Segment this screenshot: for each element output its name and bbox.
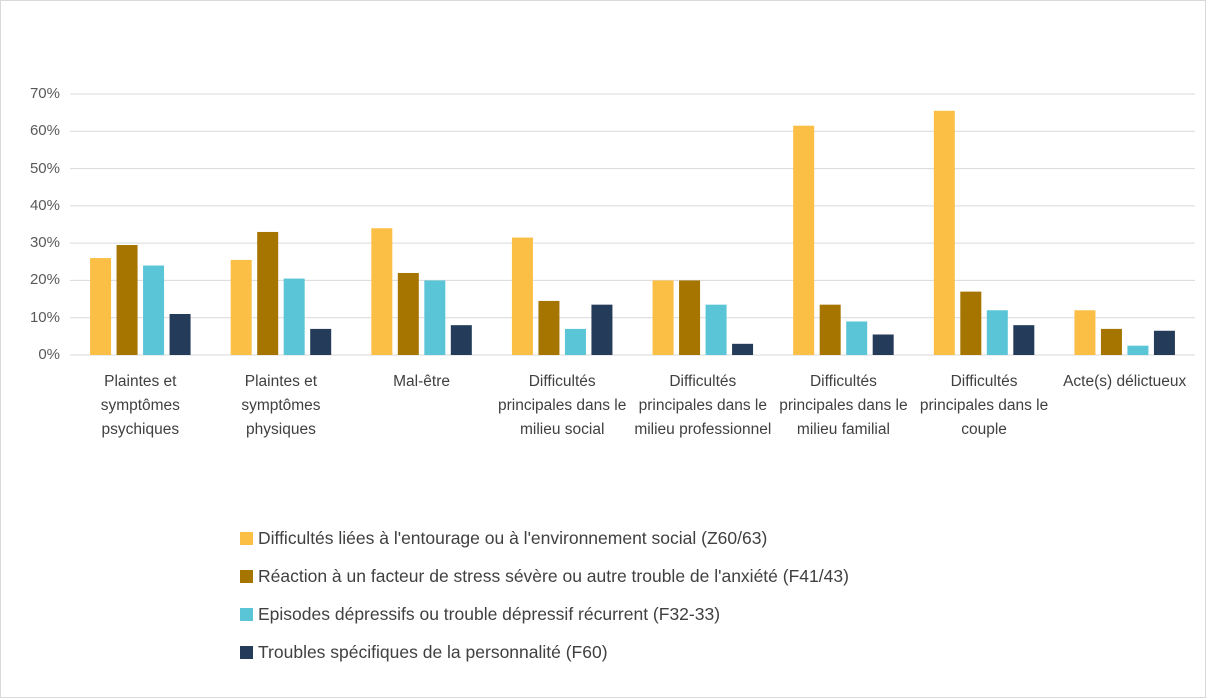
legend-item: Difficultés liées à l'entourage ou à l'e… — [240, 528, 767, 549]
bar — [116, 245, 138, 355]
bar — [960, 291, 982, 355]
legend-swatch — [240, 608, 253, 621]
bar — [933, 110, 955, 356]
bar — [732, 343, 754, 355]
bar — [397, 272, 419, 355]
bar — [424, 280, 446, 355]
y-tick-label: 30% — [29, 234, 60, 252]
y-tick-label: 60% — [29, 122, 60, 140]
bar — [371, 228, 393, 355]
bar — [169, 313, 191, 355]
legend-swatch — [240, 570, 253, 583]
bar — [310, 328, 332, 355]
bar — [652, 280, 674, 355]
bar — [1127, 345, 1149, 355]
y-tick-label: 20% — [29, 271, 60, 289]
y-tick-label: 70% — [29, 85, 60, 102]
bar — [872, 334, 894, 355]
y-tick-label: 50% — [29, 159, 60, 177]
bar — [846, 321, 868, 355]
legend-item: Réaction à un facteur de stress sévère o… — [240, 566, 849, 587]
x-tick-label: Mal-être — [393, 373, 450, 390]
bar — [1100, 328, 1122, 355]
y-tick-label: 40% — [29, 196, 60, 214]
x-tick-label: Difficultés principales dans le milieu p… — [634, 373, 772, 438]
bar — [257, 231, 279, 355]
bar — [90, 258, 112, 355]
bar — [564, 328, 586, 355]
bar — [1074, 310, 1096, 355]
bar — [591, 304, 613, 355]
legend-label: Difficultés liées à l'entourage ou à l'e… — [258, 528, 768, 548]
y-tick-label: 10% — [29, 308, 60, 326]
bar — [511, 237, 533, 355]
x-tick-label: Difficultés principales dans le milieu s… — [497, 373, 627, 438]
bar — [679, 280, 701, 355]
bar — [1013, 325, 1035, 355]
x-tick-label: Difficultés principales dans le milieu f… — [779, 373, 908, 438]
legend-label: Troubles spécifiques de la personnalité … — [258, 642, 608, 662]
bar — [705, 304, 727, 355]
legend-label: Episodes dépressifs ou trouble dépressif… — [258, 604, 721, 624]
x-tick-label: Plaintes et symptômes physiques — [241, 373, 321, 438]
bar — [230, 259, 252, 355]
bar — [986, 310, 1008, 355]
y-tick-label: 0% — [38, 346, 60, 363]
bar — [450, 325, 472, 355]
bar — [538, 300, 560, 355]
bar — [819, 304, 841, 355]
bar — [793, 125, 815, 355]
legend-label: Réaction à un facteur de stress sévère o… — [258, 566, 849, 586]
bar — [143, 265, 165, 355]
bar — [283, 278, 305, 355]
legend-item: Troubles spécifiques de la personnalité … — [240, 642, 608, 663]
x-tick-label: Plaintes et symptômes psychiques — [100, 373, 180, 438]
legend-swatch — [240, 646, 253, 659]
bar — [1153, 330, 1175, 355]
legend-swatch — [240, 532, 253, 545]
x-tick-label: Difficultés principales dans le couple — [919, 373, 1049, 438]
x-tick-label: Acte(s) délictueux — [1063, 373, 1187, 390]
legend-item: Episodes dépressifs ou trouble dépressif… — [240, 604, 720, 625]
